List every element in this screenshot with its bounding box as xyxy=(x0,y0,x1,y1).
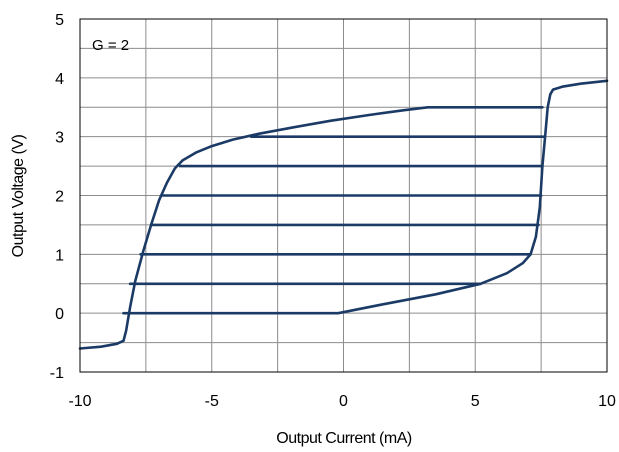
series-layer xyxy=(78,79,609,350)
x-tick-label: -10 xyxy=(68,393,91,410)
y-tick-label: 5 xyxy=(55,12,64,29)
y-tick-label: 0 xyxy=(55,306,64,323)
y-tick-label: -1 xyxy=(50,365,64,382)
series-line-1 xyxy=(78,106,544,350)
x-tick-label: 0 xyxy=(339,393,348,410)
x-tick-labels: -10 -5 0 5 10 xyxy=(68,393,616,410)
series-line-8 xyxy=(122,79,609,315)
y-axis-label: Output Voltage (V) xyxy=(10,135,27,258)
plot-frame xyxy=(79,18,608,373)
y-tick-label: 4 xyxy=(55,71,64,88)
y-tick-label: 3 xyxy=(55,130,64,147)
y-tick-label: 1 xyxy=(55,247,64,264)
gain-annotation: G = 2 xyxy=(92,37,129,54)
y-tick-label: 2 xyxy=(55,189,64,206)
x-axis-label: Output Current (mA) xyxy=(276,430,412,447)
x-tick-label: -5 xyxy=(205,393,219,410)
y-tick-labels: -1 0 1 2 3 4 5 xyxy=(50,12,64,382)
x-tick-label: 5 xyxy=(471,393,480,410)
x-tick-label: 10 xyxy=(598,393,616,410)
